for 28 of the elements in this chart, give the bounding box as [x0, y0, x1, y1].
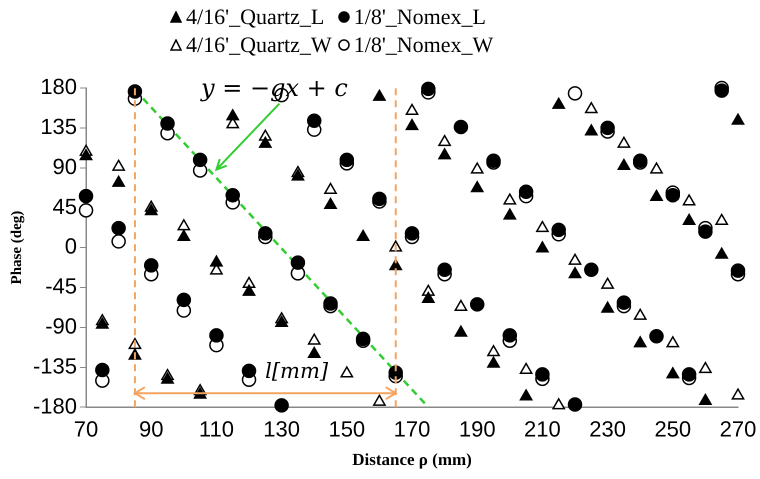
annotation: y = −gx + c: [201, 74, 348, 102]
y-tick-label: -90: [45, 313, 78, 338]
annotation: l[mm]: [265, 359, 328, 384]
x-axis-title: Distance ρ (mm): [352, 450, 472, 470]
x-tick-label: 170: [394, 416, 430, 442]
y-tick-label: -45: [45, 274, 78, 299]
y-axis-title: Phase (deg): [8, 210, 25, 284]
y-tick-label: 135: [40, 114, 78, 139]
legend-label: 4/16'_Quartz_L: [186, 4, 324, 30]
x-tick-label: 90: [138, 416, 164, 442]
x-tick-label: 250: [654, 416, 692, 442]
x-tick-label: 230: [589, 416, 626, 442]
legend-label: 1/8'_Nomex_L: [354, 4, 486, 30]
y-tick-label: -180: [32, 393, 78, 418]
x-tick-label: 270: [720, 416, 756, 442]
x-tick-label: 210: [524, 416, 561, 442]
legend-label: 1/8'_Nomex_W: [354, 32, 494, 58]
x-tick-label: 190: [458, 416, 496, 442]
legend-label: 4/16'_Quartz_W: [186, 32, 332, 58]
y-tick-label: 90: [52, 154, 78, 179]
y-tick-label: 45: [52, 194, 78, 219]
y-tick-label: 0: [64, 234, 78, 259]
y-tick-label: -135: [32, 353, 78, 378]
y-tick-label: 180: [40, 74, 78, 100]
x-tick-label: 150: [328, 416, 366, 442]
x-tick-label: 110: [198, 416, 234, 442]
x-tick-label: 70: [74, 416, 98, 442]
x-tick-label: 130: [263, 416, 300, 442]
